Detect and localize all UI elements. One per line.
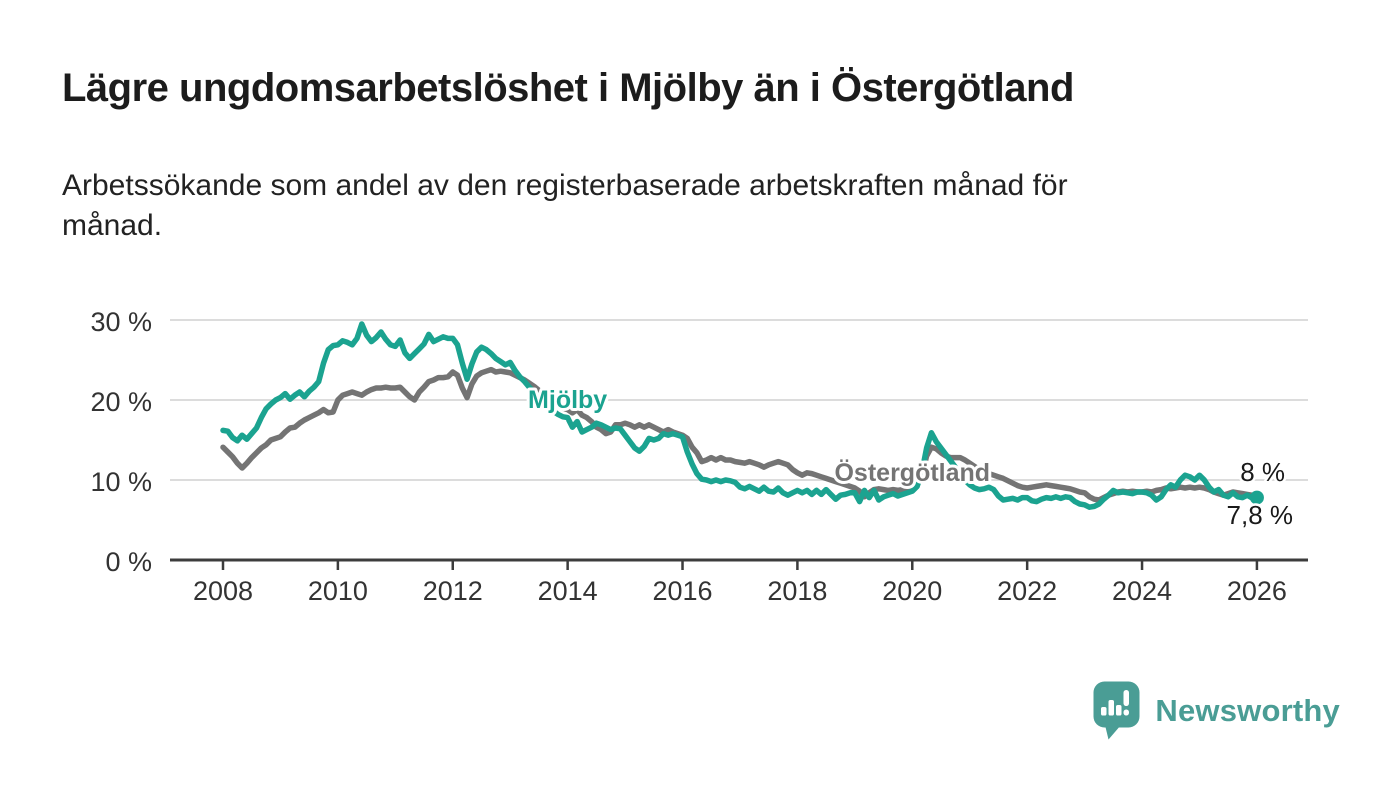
x-tick-label-2024: 2024	[1112, 576, 1172, 606]
x-tick-label-2026: 2026	[1227, 576, 1287, 606]
x-axis-labels: 2008 2010 2012 2014 2016 2018 2020 2022 2024 2026	[193, 576, 1287, 606]
subtitle-line-2: månad.	[62, 209, 163, 242]
gridlines	[170, 319, 1308, 481]
exclamation-bar	[1123, 690, 1130, 706]
series-label-mjölby: Mjölby	[528, 386, 607, 414]
page-title: Lägre ungdomsarbetslöshet i Mjölby än i …	[62, 66, 1074, 110]
bar-small	[1101, 707, 1107, 716]
y-tick-label-10: 10 %	[90, 467, 152, 497]
series-label-östergötland: Östergötland	[834, 458, 990, 487]
unemployment-line-chart: 0 % 10 % 20 % 30 % 2008 2010 2012 2014 2016 2018…	[90, 307, 1308, 606]
newsworthy-logo-icon	[1093, 681, 1140, 740]
y-tick-label-0: 0 %	[105, 547, 152, 577]
y-axis-labels: 0 % 10 % 20 % 30 %	[90, 307, 152, 577]
data-series-lines	[220, 321, 1264, 510]
x-tick-label-2018: 2018	[767, 576, 827, 606]
x-tick-label-2012: 2012	[423, 576, 483, 606]
chart-subtitle: Arbetssökande som andel av den registerb…	[62, 166, 1068, 246]
bar-tall	[1108, 700, 1115, 716]
speech-bubble-tail	[1105, 725, 1122, 740]
series-inline-labels: Östergötland Mjölby	[525, 383, 993, 490]
x-tick-label-2016: 2016	[652, 576, 712, 606]
y-tick-label-30: 30 %	[90, 307, 152, 337]
x-tick-label-2014: 2014	[538, 576, 598, 606]
end-dot-mjölby	[1249, 490, 1264, 505]
y-tick-label-20: 20 %	[90, 387, 152, 417]
brand-wordmark: Newsworthy	[1155, 692, 1340, 728]
bar-medium	[1116, 705, 1122, 716]
subtitle-line-1: Arbetssökande som andel av den registerb…	[62, 169, 1068, 202]
x-tick-label-2010: 2010	[308, 576, 368, 606]
line-östergötland	[220, 366, 1260, 503]
end-value-labels: 8 % 7,8 %	[1224, 454, 1296, 532]
newsworthy-branding: Newsworthy	[1092, 680, 1340, 741]
x-tick-label-2020: 2020	[882, 576, 942, 606]
x-axis	[170, 558, 1308, 570]
exclamation-dot	[1123, 709, 1130, 716]
x-tick-label-2022: 2022	[997, 576, 1057, 606]
end-label-mjölby: 7,8 %	[1227, 500, 1294, 530]
x-tick-label-2008: 2008	[193, 576, 253, 606]
line-mjölby	[220, 321, 1260, 510]
end-label-östergötland: 8 %	[1240, 457, 1285, 487]
